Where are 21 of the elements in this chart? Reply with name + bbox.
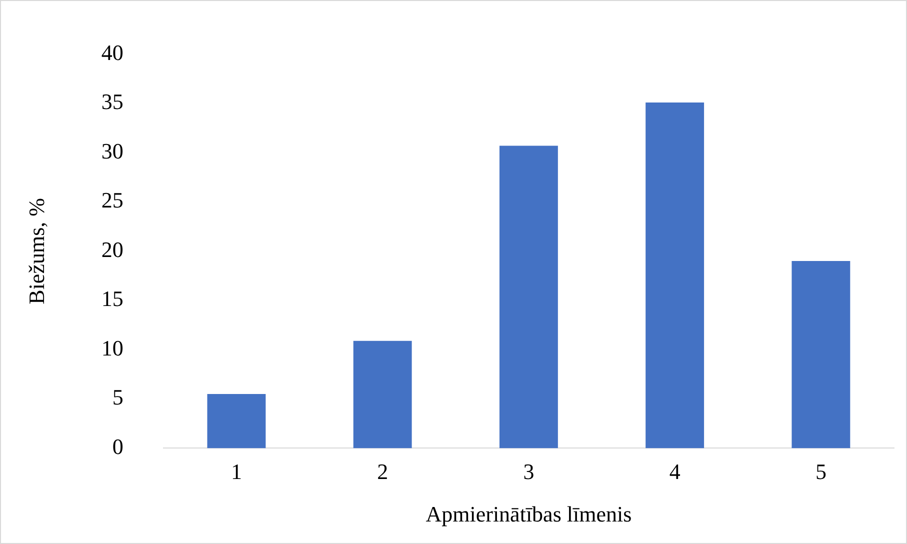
y-tick-label: 15 — [101, 286, 124, 312]
x-tick-label: 1 — [230, 459, 242, 484]
bar — [646, 102, 704, 448]
x-tick-label: 4 — [669, 459, 680, 484]
x-axis-title: Apmierinātības līmenis — [426, 502, 632, 527]
y-tick-label: 5 — [112, 384, 124, 410]
bar — [792, 261, 850, 448]
x-tick-label: 3 — [523, 459, 534, 484]
bar — [499, 146, 558, 448]
y-tick-label: 30 — [101, 138, 124, 164]
x-tick-label: 5 — [815, 459, 826, 484]
x-tick-label: 2 — [377, 459, 388, 484]
y-tick-label: 35 — [101, 89, 124, 114]
y-tick-label: 10 — [101, 335, 124, 360]
y-tick-label: 40 — [101, 40, 124, 65]
y-axis-title: Biežums, % — [24, 198, 49, 304]
y-tick-label: 20 — [101, 236, 124, 262]
bar — [207, 394, 266, 448]
y-tick-label: 25 — [101, 188, 124, 213]
y-tick-label: 0 — [112, 434, 124, 459]
bar — [353, 340, 412, 448]
